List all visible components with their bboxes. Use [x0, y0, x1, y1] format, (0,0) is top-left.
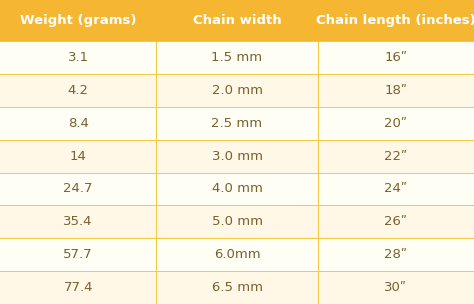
Text: 24.7: 24.7 [64, 182, 93, 195]
Text: 57.7: 57.7 [64, 248, 93, 261]
Text: 24ʺ: 24ʺ [384, 182, 407, 195]
Bar [0, 173, 474, 206]
Bar [0, 0, 474, 41]
Text: Chain width: Chain width [193, 14, 281, 27]
Text: 6.0mm: 6.0mm [214, 248, 260, 261]
Text: 6.5 mm: 6.5 mm [211, 281, 263, 294]
Text: 20ʺ: 20ʺ [384, 117, 407, 130]
Text: 3.1: 3.1 [68, 51, 89, 64]
Text: 35.4: 35.4 [64, 215, 93, 228]
Text: Chain length (inches): Chain length (inches) [316, 14, 474, 27]
Text: 1.5 mm: 1.5 mm [211, 51, 263, 64]
Text: 4.2: 4.2 [68, 84, 89, 97]
Text: 8.4: 8.4 [68, 117, 89, 130]
Bar [0, 140, 474, 173]
Bar [0, 41, 474, 74]
Bar [0, 107, 474, 140]
Text: 3.0 mm: 3.0 mm [211, 150, 263, 163]
Text: 2.5 mm: 2.5 mm [211, 117, 263, 130]
Text: 14: 14 [70, 150, 87, 163]
Bar [0, 238, 474, 271]
Text: 77.4: 77.4 [64, 281, 93, 294]
Text: 30ʺ: 30ʺ [384, 281, 407, 294]
Bar [0, 74, 474, 107]
Bar [0, 271, 474, 304]
Text: 2.0 mm: 2.0 mm [211, 84, 263, 97]
Text: Weight (grams): Weight (grams) [20, 14, 137, 27]
Text: 26ʺ: 26ʺ [384, 215, 407, 228]
Text: 18ʺ: 18ʺ [384, 84, 407, 97]
Text: 28ʺ: 28ʺ [384, 248, 407, 261]
Text: 22ʺ: 22ʺ [384, 150, 407, 163]
Text: 5.0 mm: 5.0 mm [211, 215, 263, 228]
Text: 4.0 mm: 4.0 mm [211, 182, 263, 195]
Bar [0, 206, 474, 238]
Text: 16ʺ: 16ʺ [384, 51, 407, 64]
